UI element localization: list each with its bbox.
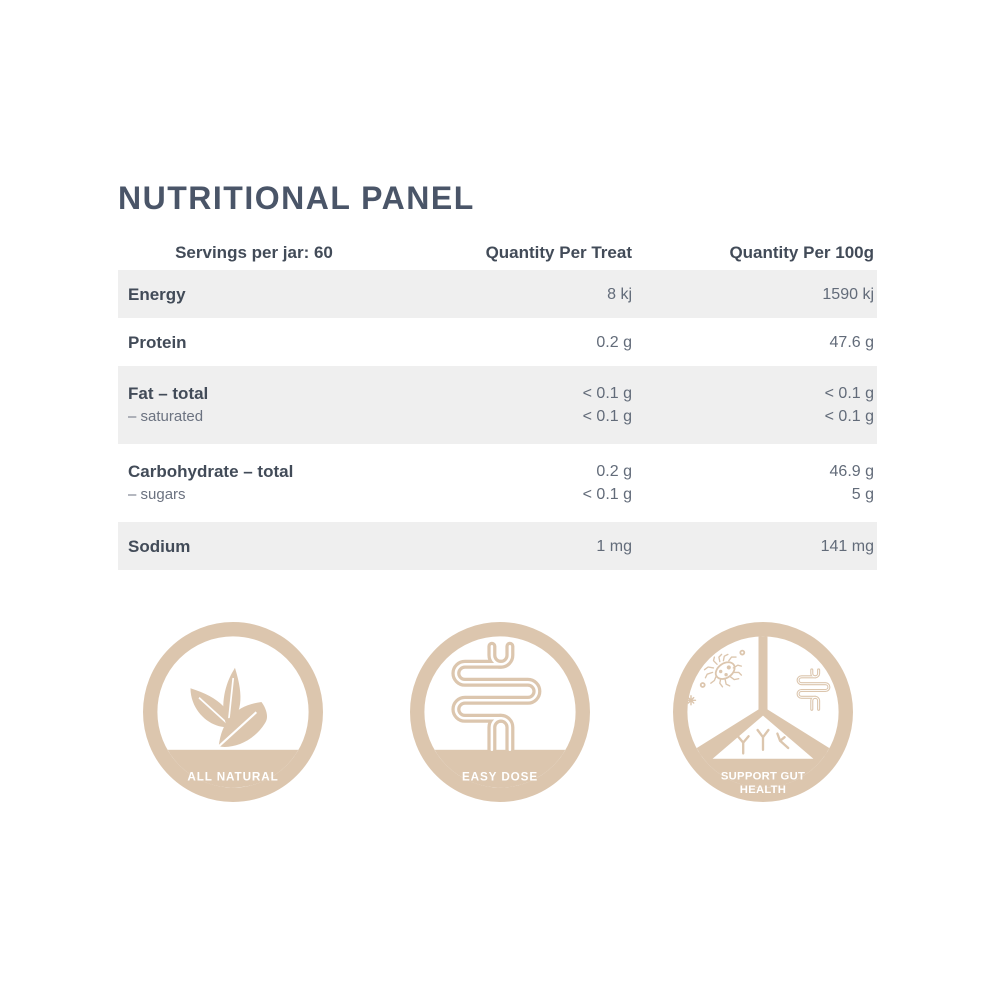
svg-text:SUPPORT GUT: SUPPORT GUT (721, 771, 805, 783)
svg-text:HEALTH: HEALTH (740, 784, 786, 796)
svg-text:EASY DOSE: EASY DOSE (462, 770, 538, 783)
svg-text:ALL NATURAL: ALL NATURAL (187, 770, 278, 783)
